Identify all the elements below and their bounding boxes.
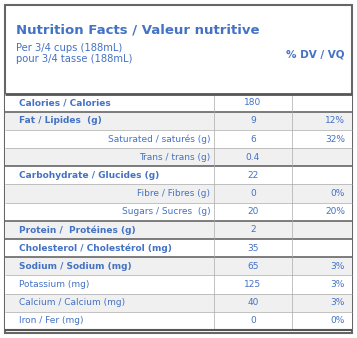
Text: Cholesterol / Cholestérol (mg): Cholesterol / Cholestérol (mg) [19, 243, 172, 253]
Text: Trans / trans (g): Trans / trans (g) [139, 153, 210, 162]
Bar [5, 239, 352, 257]
Bar [5, 221, 352, 239]
Text: Calcium / Calcium (mg): Calcium / Calcium (mg) [19, 298, 125, 307]
Text: 3%: 3% [331, 280, 345, 289]
Text: 40: 40 [247, 298, 258, 307]
Text: Nutrition Facts / Valeur nutritive: Nutrition Facts / Valeur nutritive [16, 23, 259, 36]
Text: 0%: 0% [331, 316, 345, 325]
Bar [5, 203, 352, 221]
Bar [5, 257, 352, 275]
Bar [5, 185, 352, 203]
Text: 0%: 0% [331, 189, 345, 198]
Text: 2: 2 [250, 225, 256, 235]
Text: Calories / Calories: Calories / Calories [19, 98, 111, 107]
Text: 20: 20 [247, 207, 258, 216]
Bar [5, 293, 352, 312]
Bar [5, 112, 352, 130]
Text: % DV / VQ: % DV / VQ [286, 50, 345, 60]
Text: Carbohydrate / Glucides (g): Carbohydrate / Glucides (g) [19, 171, 159, 180]
Text: 32%: 32% [325, 135, 345, 144]
Text: Saturated / saturés (g): Saturated / saturés (g) [108, 134, 210, 144]
Text: Fibre / Fibres (g): Fibre / Fibres (g) [137, 189, 210, 198]
Text: Protein /  Protéines (g): Protein / Protéines (g) [19, 225, 136, 235]
Bar [5, 148, 352, 166]
Text: Iron / Fer (mg): Iron / Fer (mg) [19, 316, 84, 325]
Text: 0.4: 0.4 [246, 153, 260, 162]
Text: 6: 6 [250, 135, 256, 144]
Bar [5, 130, 352, 148]
Text: 20%: 20% [325, 207, 345, 216]
Text: 3%: 3% [331, 298, 345, 307]
Text: 22: 22 [247, 171, 258, 180]
Text: pour 3/4 tasse (188mL): pour 3/4 tasse (188mL) [16, 54, 132, 64]
Text: 35: 35 [247, 244, 258, 252]
Text: 9: 9 [250, 116, 256, 125]
Text: 3%: 3% [331, 262, 345, 271]
Text: Sugars / Sucres  (g): Sugars / Sucres (g) [122, 207, 210, 216]
Text: Per 3/4 cups (188mL): Per 3/4 cups (188mL) [16, 43, 122, 53]
Bar [5, 275, 352, 293]
Text: Potassium (mg): Potassium (mg) [19, 280, 90, 289]
Text: 65: 65 [247, 262, 258, 271]
Bar [5, 166, 352, 185]
Text: 0: 0 [250, 316, 256, 325]
Text: 0: 0 [250, 189, 256, 198]
Text: Fat / Lipides  (g): Fat / Lipides (g) [19, 116, 102, 125]
Text: 180: 180 [244, 98, 262, 107]
Text: 12%: 12% [325, 116, 345, 125]
Bar [5, 94, 352, 112]
Text: Sodium / Sodium (mg): Sodium / Sodium (mg) [19, 262, 132, 271]
Text: 125: 125 [244, 280, 261, 289]
Bar [5, 312, 352, 330]
